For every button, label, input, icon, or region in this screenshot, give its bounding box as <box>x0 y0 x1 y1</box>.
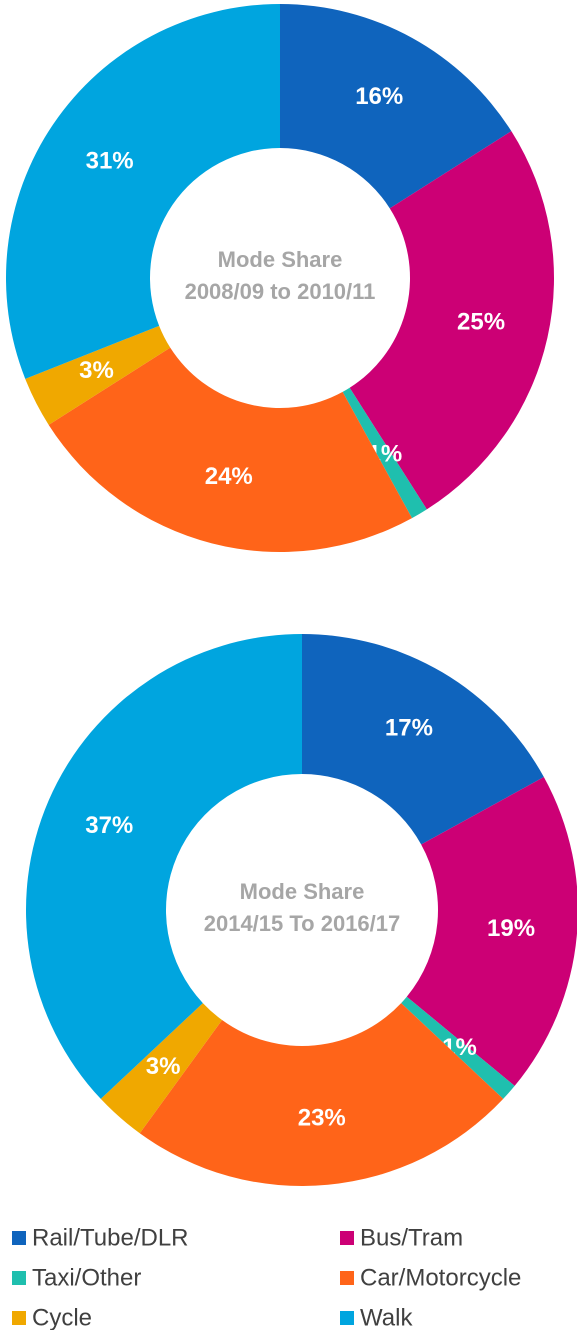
slice-label: 16% <box>355 83 403 110</box>
donut-slice <box>48 347 413 552</box>
donut-slice <box>342 387 427 519</box>
donut-slice <box>406 777 577 1086</box>
slice-label: 3% <box>79 357 114 384</box>
legend-label: Car/Motorcycle <box>360 1264 521 1291</box>
donut-slice <box>100 1003 223 1134</box>
legend-swatch <box>340 1231 354 1245</box>
donut-slice <box>139 1003 504 1187</box>
legend-label: Taxi/Other <box>32 1264 141 1291</box>
donut-slice <box>401 996 515 1099</box>
legend-swatch <box>12 1231 26 1245</box>
legend-label: Walk <box>360 1304 413 1330</box>
center-title: Mode Share <box>218 247 343 272</box>
slice-label: 3% <box>146 1053 181 1080</box>
center-subtitle: 2014/15 To 2016/17 <box>204 911 401 936</box>
slice-label: 23% <box>298 1104 346 1131</box>
legend-swatch <box>340 1271 354 1285</box>
slice-label: 25% <box>457 308 505 335</box>
center-subtitle: 2008/09 to 2010/11 <box>185 279 376 304</box>
donut-slice <box>349 131 554 510</box>
donut-slice <box>280 4 512 209</box>
donut-slice <box>25 325 171 425</box>
legend-swatch <box>340 1311 354 1325</box>
legend-swatch <box>12 1271 26 1285</box>
legend-label: Cycle <box>32 1304 92 1330</box>
legend-label: Rail/Tube/DLR <box>32 1224 189 1251</box>
slice-label: 19% <box>487 915 535 942</box>
slice-label: 24% <box>205 463 253 490</box>
donut-slice <box>25 634 302 1099</box>
slice-label: 17% <box>385 715 433 742</box>
legend-swatch <box>12 1311 26 1325</box>
donut-slice <box>5 4 281 379</box>
donut-slice <box>302 634 544 845</box>
slice-label: 37% <box>85 812 133 839</box>
center-title: Mode Share <box>240 879 365 904</box>
slice-label: 31% <box>86 148 134 175</box>
legend-label: Bus/Tram <box>360 1224 463 1251</box>
